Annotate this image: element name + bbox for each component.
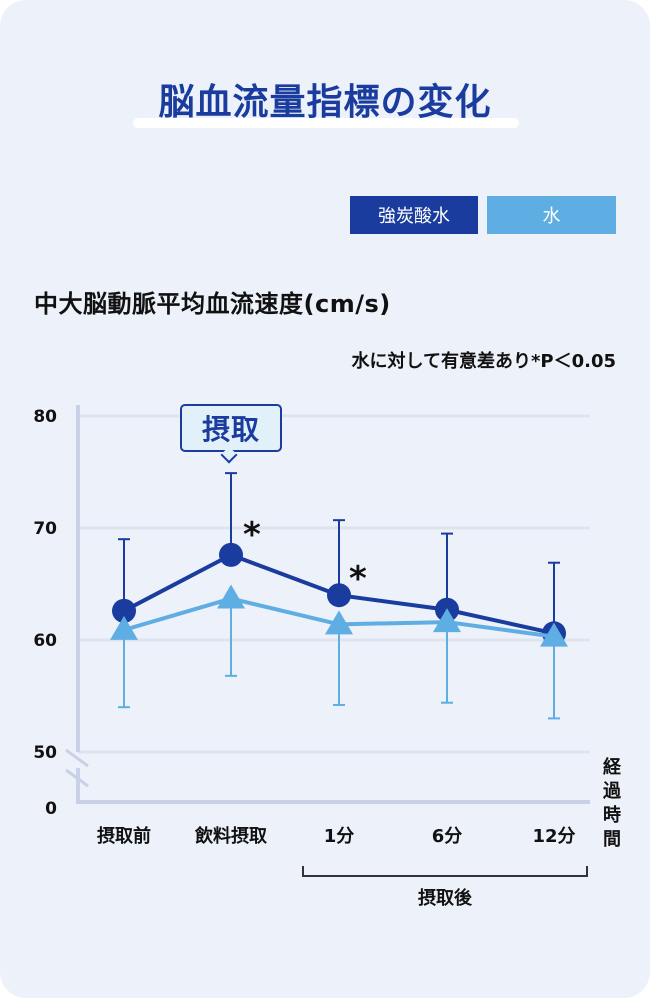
legend-item-sparkling-water: 強炭酸水 (350, 196, 478, 234)
x-tick-label: 飲料摂取 (194, 825, 268, 847)
data-point-water (540, 622, 568, 647)
axis-break-mark (65, 768, 89, 788)
significance-note: 水に対して有意差あり*P＜0.05 (351, 351, 616, 372)
x-tick-label: 摂取前 (97, 825, 151, 847)
x-axis-title-vertical: 経過時間 (603, 757, 621, 850)
title-underline (133, 118, 519, 128)
data-point-water (110, 615, 138, 640)
post-intake-label: 摂取後 (418, 887, 473, 909)
data-point-water (325, 610, 353, 635)
legend-item-water: 水 (487, 196, 616, 234)
data-point-sparkling (112, 598, 136, 623)
y-tick-label: 0 (45, 799, 57, 819)
y-axis-title: 中大脳動脈平均血流速度(cm/s) (34, 290, 391, 318)
significance-star-1min: * (349, 559, 367, 599)
y-tick-label: 80 (33, 407, 57, 427)
data-point-water (433, 608, 461, 633)
data-point-sparkling (219, 542, 243, 567)
significance-star-intake: * (243, 515, 261, 555)
chart-title: 脳血流量指標の変化 (158, 82, 492, 123)
x-tick-label: 1分 (324, 826, 355, 847)
y-tick-label: 70 (33, 519, 57, 539)
post-intake-bracket (302, 866, 588, 877)
x-tick-label: 12分 (532, 826, 575, 847)
y-tick-label: 50 (33, 743, 57, 763)
intake-callout: 摂取 (180, 404, 282, 452)
data-point-water (217, 584, 245, 609)
y-tick-label: 60 (33, 631, 57, 651)
data-point-sparkling (327, 583, 351, 608)
x-tick-label: 6分 (432, 826, 463, 847)
title-wrap: 脳血流量指標の変化 (0, 78, 650, 128)
axis-break-mark (65, 748, 89, 768)
